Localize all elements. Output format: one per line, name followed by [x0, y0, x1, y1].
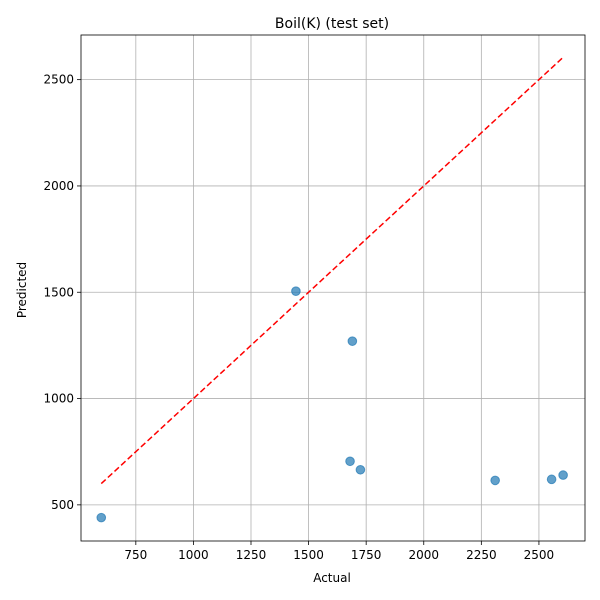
y-tick-label: 2000: [43, 179, 74, 193]
plot-area: [80, 34, 586, 542]
reference-line: [100, 56, 564, 485]
x-tick-label: 1250: [236, 548, 267, 562]
data-point: [546, 474, 557, 485]
x-tick-label: 1750: [351, 548, 382, 562]
x-tick-label: 1000: [178, 548, 209, 562]
x-tick-label: 2250: [466, 548, 497, 562]
y-tick-label: 500: [51, 498, 74, 512]
data-points: [96, 286, 568, 523]
x-axis-ticks: 750 1000 1250 1500 1750 2000 2250 2500: [124, 541, 554, 562]
x-axis-label: Actual: [313, 571, 351, 585]
x-tick-label: 1500: [293, 548, 324, 562]
y-tick-label: 1000: [43, 392, 74, 406]
data-point: [347, 336, 358, 346]
data-point: [291, 286, 301, 296]
y-axis-ticks: 500 1000 1500 2000 2500: [43, 73, 81, 512]
data-point: [490, 475, 500, 486]
y-axis-label: Predicted: [15, 262, 29, 318]
y-tick-label: 2500: [43, 73, 74, 87]
x-tick-label: 2500: [524, 548, 555, 562]
data-point: [558, 470, 568, 480]
data-point: [96, 512, 107, 523]
grid-lines: [81, 35, 585, 541]
chart-title: Boil(K) (test set): [275, 16, 389, 32]
data-point: [345, 456, 355, 467]
y-tick-label: 1500: [43, 285, 74, 299]
x-tick-label: 750: [124, 548, 147, 562]
x-tick-label: 2000: [408, 548, 439, 562]
data-point: [355, 464, 366, 475]
